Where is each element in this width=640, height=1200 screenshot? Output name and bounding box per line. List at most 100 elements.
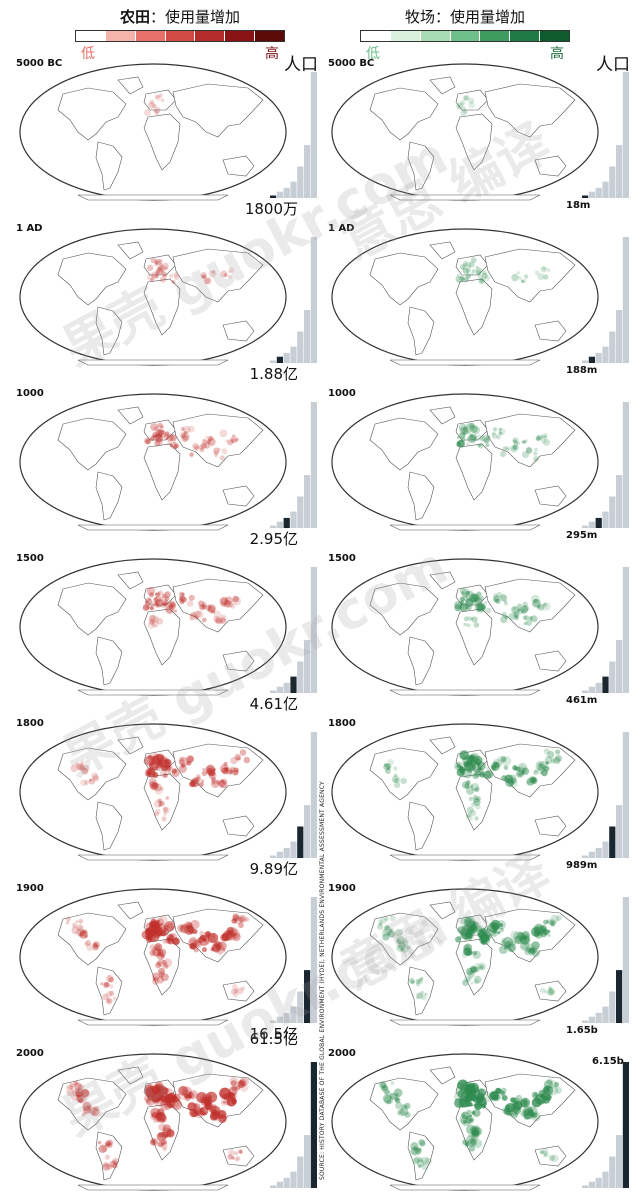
pasture-usage-mark — [406, 945, 411, 950]
crop-usage-mark — [158, 258, 163, 264]
crop-usage-mark — [238, 1150, 243, 1154]
pasture-usage-mark — [415, 979, 420, 984]
continent-outline — [455, 113, 493, 171]
crop-usage-mark — [226, 930, 237, 941]
crop-usage-mark — [232, 933, 236, 937]
continent-outline — [77, 854, 229, 861]
pasture-usage-mark — [476, 604, 486, 613]
crop-map-4 — [19, 723, 287, 861]
crop-usage-mark — [146, 933, 154, 941]
crop-usage-mark — [181, 432, 190, 441]
pasture-usage-mark — [501, 756, 512, 766]
pasture-usage-mark — [543, 1154, 547, 1158]
pasture-usage-mark — [396, 939, 401, 944]
crop-usage-mark — [145, 598, 153, 606]
crop-panel-2000: 2000 61.5亿 — [16, 1030, 318, 1198]
pasture-usage-mark — [521, 767, 530, 775]
crop-usage-mark — [160, 276, 167, 283]
population-bar — [622, 897, 629, 1023]
pasture-usage-mark — [547, 929, 551, 933]
crop-usage-mark — [210, 770, 216, 777]
population-bar — [283, 682, 290, 693]
pasture-usage-mark — [517, 607, 524, 615]
crop-population-chart-5 — [270, 897, 317, 1023]
pasture-usage-mark — [504, 615, 509, 620]
crop-usage-mark — [207, 932, 219, 944]
pasture-usage-mark — [531, 948, 535, 952]
pasture-usage-mark — [383, 925, 392, 934]
pasture-usage-mark — [523, 274, 529, 279]
pasture-usage-mark — [469, 766, 473, 770]
population-bar — [588, 851, 595, 858]
pasture-usage-mark — [520, 1097, 530, 1108]
crop-usage-mark — [202, 938, 207, 943]
crop-usage-mark — [156, 267, 164, 275]
crop-usage-mark — [88, 778, 93, 782]
crop-usage-mark — [81, 1112, 86, 1117]
crop-usage-mark — [151, 927, 163, 938]
continent-outline — [143, 113, 181, 171]
crop-usage-mark — [189, 452, 194, 457]
pasture-usage-mark — [522, 615, 528, 620]
crop-usage-mark — [218, 1114, 227, 1123]
pasture-usage-mark — [462, 924, 474, 936]
pasture-usage-mark — [471, 1129, 480, 1138]
population-bar — [582, 1185, 589, 1188]
continent-outline — [117, 76, 144, 95]
pasture-usage-mark — [531, 927, 541, 937]
crop-usage-mark — [169, 434, 177, 442]
pasture-usage-mark — [460, 600, 465, 604]
crop-usage-mark — [161, 816, 167, 822]
crop-usage-mark — [151, 271, 159, 279]
crop-usage-mark — [84, 934, 88, 938]
pasture-usage-mark — [393, 1088, 403, 1098]
crop-usage-mark — [153, 426, 156, 430]
continent-outline — [389, 689, 541, 696]
crop-usage-mark — [196, 1092, 208, 1103]
crop-usage-mark — [173, 609, 177, 613]
pasture-usage-mark — [475, 434, 482, 441]
crop-usage-mark — [234, 1085, 241, 1092]
pasture-usage-mark — [483, 437, 490, 444]
crop-usage-mark — [158, 598, 162, 602]
crop-usage-mark — [165, 605, 174, 614]
crop-usage-mark — [234, 753, 241, 761]
crop-usage-mark — [155, 787, 163, 795]
pasture-usage-mark — [485, 435, 491, 440]
crop-usage-mark — [181, 1095, 186, 1100]
crop-map-0 — [19, 63, 287, 201]
pasture-usage-mark — [467, 434, 476, 444]
pasture-usage-mark — [474, 788, 479, 792]
pasture-usage-mark — [553, 1081, 560, 1088]
crop-usage-mark — [156, 949, 164, 957]
crop-usage-mark — [78, 764, 85, 771]
crop-usage-mark — [77, 1084, 84, 1091]
crop-usage-mark — [162, 594, 167, 599]
pasture-usage-mark — [465, 267, 472, 274]
pasture-usage-mark — [477, 766, 481, 770]
pasture-usage-mark — [469, 809, 477, 817]
pasture-usage-mark — [510, 930, 519, 940]
crop-usage-mark — [189, 452, 194, 458]
pasture-usage-mark — [485, 607, 492, 614]
pasture-usage-mark — [543, 602, 547, 607]
population-value: 2.95亿 — [249, 530, 298, 548]
pasture-usage-mark — [531, 1091, 539, 1099]
continent-outline — [222, 155, 255, 177]
pasture-usage-mark — [539, 925, 547, 932]
crop-usage-mark — [75, 920, 79, 924]
pasture-usage-mark — [509, 1109, 519, 1119]
pasture-usage-mark — [472, 794, 478, 800]
pasture-usage-mark — [466, 1135, 475, 1144]
crop-usage-mark — [212, 768, 216, 772]
year-label: 1800 — [16, 718, 44, 729]
population-bar — [310, 237, 317, 363]
crop-usage-mark — [164, 964, 169, 969]
crop-usage-mark — [165, 431, 170, 436]
crop-usage-mark — [160, 1139, 167, 1146]
crop-usage-mark — [152, 930, 156, 935]
pasture-legend-swatch — [361, 31, 391, 41]
crop-usage-mark — [152, 604, 156, 608]
pasture-usage-mark — [476, 796, 481, 801]
continent-outline — [77, 524, 229, 531]
